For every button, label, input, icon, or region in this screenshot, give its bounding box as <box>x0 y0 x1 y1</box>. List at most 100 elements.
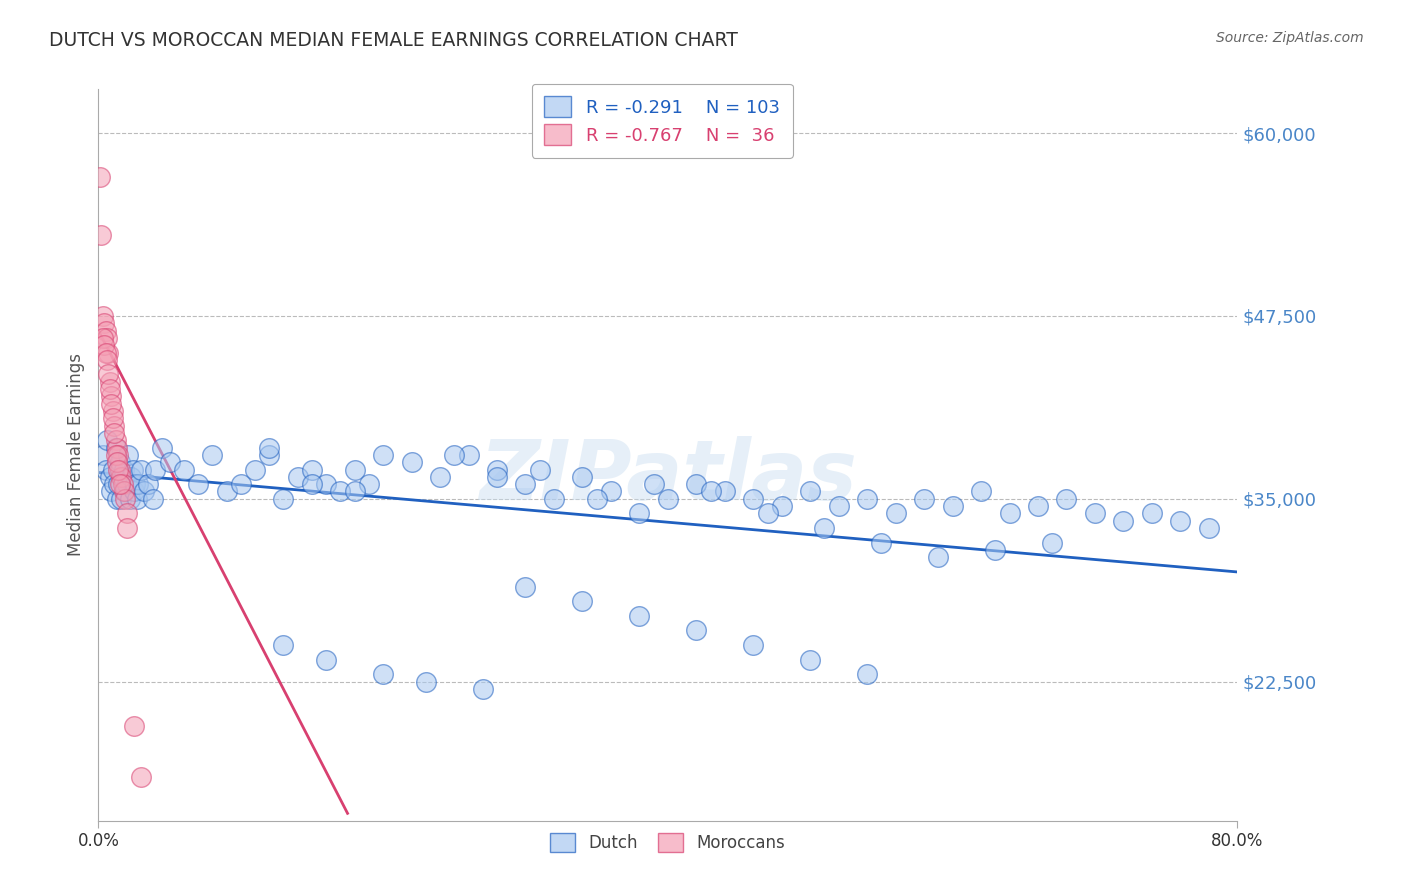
Point <box>103 477 125 491</box>
Point <box>600 484 623 499</box>
Point <box>105 455 128 469</box>
Point <box>970 484 993 499</box>
Point <box>571 470 593 484</box>
Point <box>187 477 209 491</box>
Point <box>1140 507 1163 521</box>
Point <box>529 462 551 476</box>
Point <box>104 448 127 462</box>
Point <box>122 484 145 499</box>
Point <box>287 470 309 484</box>
Point <box>471 681 494 696</box>
Point <box>122 718 145 732</box>
Point <box>259 441 281 455</box>
Point <box>742 491 765 506</box>
Point <box>742 638 765 652</box>
Point <box>89 169 111 184</box>
Point <box>97 368 120 382</box>
Point <box>884 507 907 521</box>
Point <box>94 462 117 476</box>
Point <box>141 491 163 506</box>
Point <box>756 507 779 521</box>
Point <box>912 491 935 506</box>
Point <box>657 491 679 506</box>
Point <box>173 462 195 476</box>
Point <box>571 594 593 608</box>
Point <box>129 770 152 784</box>
Point <box>110 491 132 506</box>
Point <box>329 484 352 499</box>
Point <box>105 491 128 506</box>
Point <box>215 484 238 499</box>
Point <box>108 455 131 469</box>
Point <box>1084 507 1107 521</box>
Point <box>107 448 129 462</box>
Point <box>114 484 136 499</box>
Point <box>107 477 129 491</box>
Point <box>90 228 112 243</box>
Point <box>515 580 537 594</box>
Point <box>124 477 146 491</box>
Point <box>585 491 607 506</box>
Text: Source: ZipAtlas.com: Source: ZipAtlas.com <box>1216 31 1364 45</box>
Point <box>115 477 138 491</box>
Point <box>136 477 159 491</box>
Point <box>117 448 139 462</box>
Point <box>259 448 281 462</box>
Point <box>315 477 337 491</box>
Point <box>373 667 395 681</box>
Point <box>643 477 665 491</box>
Point <box>112 462 135 476</box>
Point <box>714 484 737 499</box>
Point <box>301 477 323 491</box>
Point <box>685 624 707 638</box>
Point <box>373 448 395 462</box>
Point <box>112 484 135 499</box>
Point <box>110 470 132 484</box>
Point <box>101 404 124 418</box>
Point <box>91 331 114 345</box>
Point <box>443 448 465 462</box>
Point <box>357 477 380 491</box>
Point <box>103 418 125 433</box>
Point <box>97 345 120 359</box>
Point <box>343 462 366 476</box>
Point <box>120 470 142 484</box>
Point <box>628 507 651 521</box>
Point <box>115 507 138 521</box>
Point <box>96 352 118 367</box>
Point <box>159 455 181 469</box>
Point <box>101 411 124 425</box>
Point <box>870 535 893 549</box>
Point <box>103 425 125 440</box>
Point <box>100 484 122 499</box>
Point <box>108 477 131 491</box>
Point <box>315 653 337 667</box>
Point <box>1198 521 1220 535</box>
Point <box>98 470 121 484</box>
Point <box>543 491 565 506</box>
Point <box>94 345 117 359</box>
Point <box>145 462 167 476</box>
Point <box>101 462 124 476</box>
Point <box>118 491 141 506</box>
Point <box>121 462 143 476</box>
Point <box>132 484 155 499</box>
Point <box>93 338 115 352</box>
Point <box>401 455 423 469</box>
Point <box>927 550 949 565</box>
Point <box>104 434 127 448</box>
Point <box>415 674 437 689</box>
Point <box>685 477 707 491</box>
Point <box>129 462 152 476</box>
Point <box>107 462 129 476</box>
Point <box>984 543 1007 558</box>
Point <box>273 638 295 652</box>
Point <box>105 441 128 455</box>
Text: DUTCH VS MOROCCAN MEDIAN FEMALE EARNINGS CORRELATION CHART: DUTCH VS MOROCCAN MEDIAN FEMALE EARNINGS… <box>49 31 738 50</box>
Point <box>343 484 366 499</box>
Point <box>828 499 851 513</box>
Point <box>127 477 149 491</box>
Point <box>91 309 114 323</box>
Point <box>98 382 121 396</box>
Point <box>628 608 651 623</box>
